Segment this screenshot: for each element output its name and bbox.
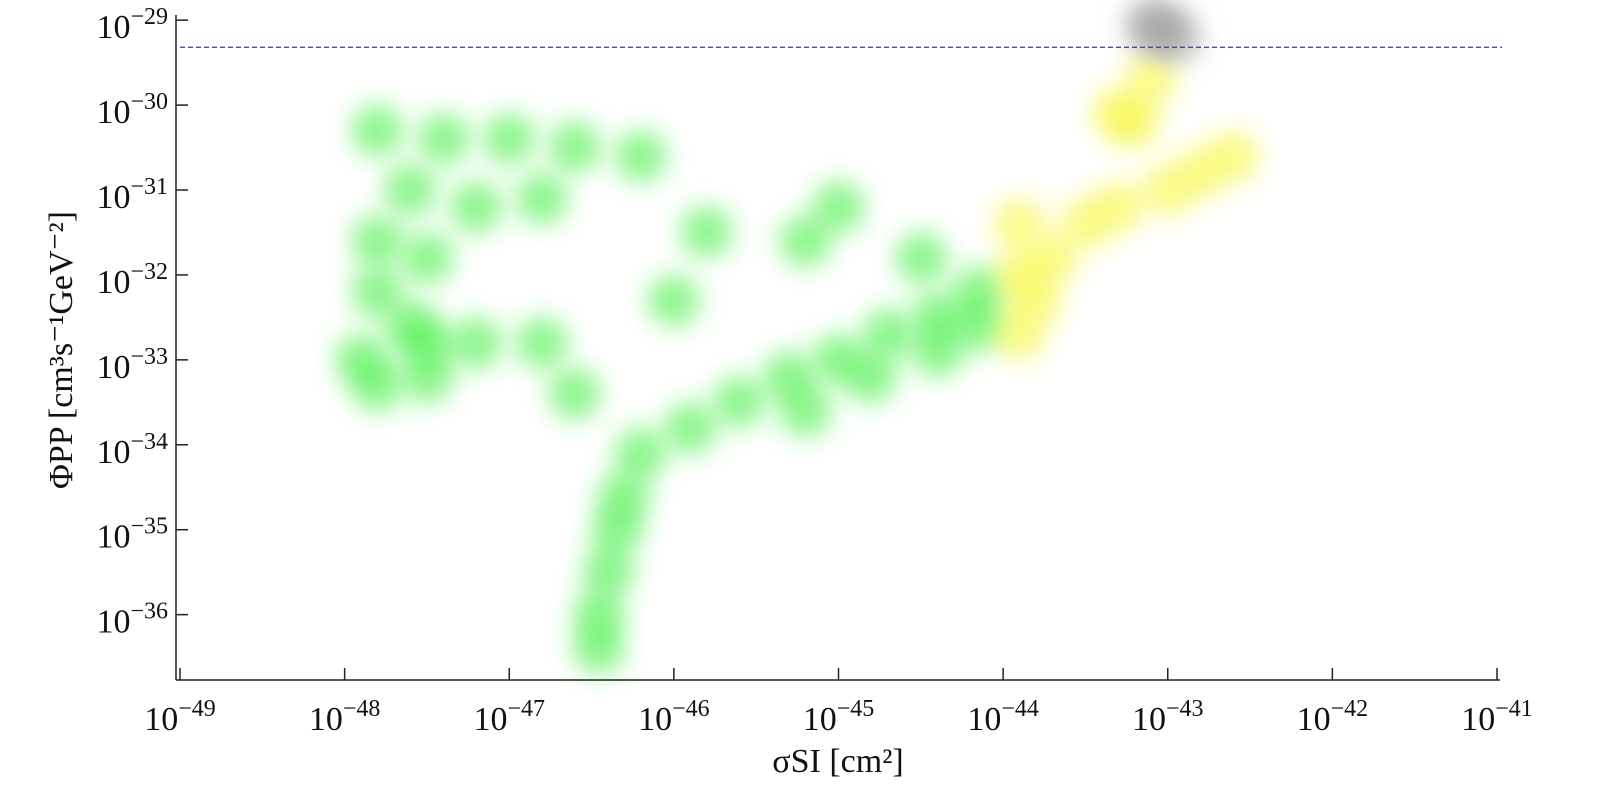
density-point (548, 367, 601, 420)
x-tick-label: 10−44 (967, 696, 1039, 738)
density-point (993, 308, 1046, 361)
density-point (895, 232, 948, 285)
y-tick-label: 10−34 (96, 429, 168, 471)
density-point (647, 274, 700, 327)
density-point (1124, 0, 1177, 51)
x-tick-label: 10−49 (144, 696, 216, 738)
density-point (614, 130, 667, 183)
y-tick-label: 10−36 (96, 599, 168, 641)
density-point (515, 172, 568, 225)
x-tick-label: 10−46 (638, 696, 710, 738)
density-point (779, 384, 832, 437)
density-point (713, 375, 766, 428)
density-point (812, 181, 865, 234)
density-point (401, 232, 454, 285)
x-tick-label: 10−45 (803, 696, 875, 738)
density-layer (335, 0, 1260, 675)
density-point (952, 300, 1005, 353)
density-point (450, 316, 503, 369)
y-tick-label: 10−32 (96, 259, 168, 301)
y-tick-label: 10−33 (96, 344, 168, 386)
density-point (590, 503, 643, 556)
density-point (993, 197, 1046, 250)
x-tick-label: 10−48 (309, 696, 381, 738)
density-point (779, 215, 832, 268)
density-point (351, 215, 404, 268)
y-tick-label: 10−31 (96, 174, 168, 216)
density-point (664, 401, 717, 454)
y-axis-title: ΦPP [cm³s⁻¹GeV⁻²] (43, 211, 80, 489)
x-tick-label: 10−47 (473, 696, 545, 738)
density-point (450, 181, 503, 234)
x-axis-title: σSI [cm²] (772, 743, 903, 780)
density-point (614, 427, 667, 480)
density-point (582, 545, 635, 598)
density-point (351, 265, 404, 318)
density-point (483, 112, 536, 165)
density-point (417, 112, 470, 165)
density-point (862, 308, 915, 361)
density-point (1092, 181, 1145, 234)
density-point (1207, 130, 1260, 183)
density-point (548, 121, 601, 174)
density-point (384, 164, 437, 217)
x-tick-label: 10−41 (1461, 696, 1533, 738)
density-point (845, 350, 898, 403)
x-tick-label: 10−42 (1297, 696, 1369, 738)
density-point (572, 622, 625, 675)
density-point (680, 206, 733, 259)
density-point (1092, 87, 1145, 140)
density-point (351, 104, 404, 157)
density-point (1124, 53, 1177, 106)
density-point (401, 350, 454, 403)
x-tick-label: 10−43 (1132, 696, 1204, 738)
density-point (515, 316, 568, 369)
y-tick-label: 10−29 (96, 4, 168, 46)
density-point (351, 359, 404, 412)
y-tick-label: 10−35 (96, 514, 168, 556)
y-tick-label: 10−30 (96, 89, 168, 131)
density-point (911, 325, 964, 378)
